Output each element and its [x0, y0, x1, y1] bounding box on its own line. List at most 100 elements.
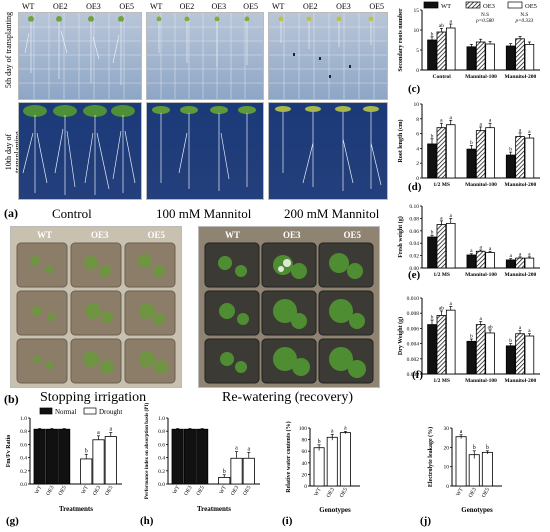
panel-a-col-labels-3: WT OE2 OE3 OE5	[272, 2, 384, 11]
bar	[230, 457, 243, 485]
sig-letter: a	[528, 328, 531, 334]
y-tick-label: 0.000	[407, 372, 420, 378]
sig-letter: b	[431, 230, 434, 236]
x-tick-label: OE5	[481, 487, 491, 499]
sig-letter: a	[528, 251, 531, 257]
panel-letter-j: (j)	[420, 515, 431, 527]
bar	[505, 345, 516, 375]
y-axis-label: Electrolyte leakage (%)	[427, 427, 434, 487]
panel-a-col-labels-2: WT OE2 OE3 OE5	[150, 2, 258, 11]
y-tick-label: 0.0	[158, 482, 165, 488]
bar	[445, 309, 456, 375]
y-axis-label: Root length (cm)	[397, 120, 404, 163]
sig-letter: a	[235, 446, 238, 452]
col-label: OE2	[52, 2, 68, 11]
y-tick-label: 0.10	[409, 204, 419, 210]
panel-letter-b: (b)	[4, 392, 19, 406]
col-label: OE3	[211, 2, 227, 11]
col-label: OE5	[119, 2, 134, 11]
sig-letter: a	[440, 118, 443, 124]
col-label: OE3	[86, 2, 101, 11]
legend-label: OE5	[525, 3, 537, 10]
sig-letter: a	[509, 253, 512, 259]
legend-swatch	[507, 1, 523, 9]
bar	[171, 428, 184, 485]
y-tick-label: 0	[416, 176, 419, 182]
sig-letter: b	[470, 140, 473, 146]
sig-letter: b	[223, 469, 226, 475]
panel-letter-i: (i)	[282, 515, 293, 527]
y-tick-label: 0	[446, 484, 449, 490]
petri-photo-mannitol200-5d	[268, 12, 388, 100]
sig-letter: a	[479, 316, 482, 322]
bar	[58, 428, 71, 485]
sig-letter: b	[85, 448, 88, 454]
bar	[505, 45, 516, 71]
panel-letter-g: (g)	[6, 515, 19, 527]
y-tick-label: 0.2	[20, 469, 27, 475]
y-tick-label: 6	[416, 132, 419, 138]
roots-icon	[22, 105, 136, 195]
sig-letter: a	[331, 428, 334, 434]
bar	[196, 428, 209, 485]
panel-letter-c: (c)	[408, 83, 421, 95]
x-tick-label: WT	[313, 486, 323, 497]
col-label: OE2	[179, 2, 195, 11]
y-tick-label: 2	[416, 161, 419, 167]
sig-letter: b	[509, 338, 512, 344]
y-tick-label: 20	[444, 445, 450, 451]
x-tick-label: WT	[34, 484, 44, 495]
sig-letter: a	[470, 248, 473, 254]
bar	[445, 27, 456, 71]
x-tick-label: WT	[172, 484, 182, 495]
bar	[242, 457, 255, 485]
y-tick-label: 0.04	[409, 241, 419, 247]
bar	[104, 436, 117, 485]
y-tick-label: 0.006	[407, 326, 420, 332]
bar	[475, 41, 486, 71]
sig-letter: b	[431, 133, 434, 139]
bar	[524, 335, 535, 375]
bar	[505, 154, 516, 179]
pot-col-label: OE3	[90, 230, 109, 240]
pot-col-label: WT	[37, 230, 53, 240]
pots-photo-stopping-irrigation: WT OE3 OE5	[10, 226, 182, 388]
pot-col-label: OE3	[282, 230, 301, 240]
bar	[515, 38, 525, 71]
y-tick-label: 5	[416, 48, 419, 54]
pot-col-label: OE5	[147, 230, 165, 240]
bar	[436, 315, 447, 375]
legend-swatch	[423, 1, 439, 9]
panel-letter-f: (f)	[412, 369, 423, 381]
x-tick-label: Control	[433, 74, 452, 80]
x-tick-label: Mannitol-200	[504, 74, 536, 80]
legend-label: Drought	[99, 408, 122, 416]
chart-f: 0.000 0.002 0.004 0.006 0.008 0.010 Dry Weight…	[397, 296, 540, 384]
bar	[183, 428, 196, 485]
sig-letter: a	[109, 427, 112, 433]
y-tick-label: 15	[414, 8, 420, 14]
sig-letter: a	[450, 301, 453, 307]
bar	[515, 136, 525, 179]
y-tick-label: 0.002	[407, 357, 420, 363]
y-tick-label: 0	[416, 68, 419, 74]
col-label: OE2	[302, 2, 318, 11]
y-tick-label: 10	[444, 465, 450, 471]
sig-letter: a	[479, 245, 482, 251]
col-label: WT	[150, 2, 163, 11]
petri-grid-icon	[147, 13, 263, 99]
pot-col-labels: WT OE3 OE5	[37, 230, 165, 240]
sig-letter: b	[473, 445, 476, 451]
x-axis-label: Genotypes	[319, 506, 351, 514]
chart-e: 0.00 0.02 0.04 0.06 0.08 0.10 Fresh weight (g)…	[397, 204, 540, 281]
bar	[436, 127, 447, 179]
x-tick-label: WT	[81, 484, 91, 495]
y-tick-label: 0.6	[158, 442, 165, 448]
bar	[427, 236, 437, 269]
x-axis-label: Treatments	[197, 505, 231, 513]
chart-h: 0.0 0.2 0.4 0.6 0.8 1.0 Performance index on a…	[140, 403, 260, 527]
caption-control: Control	[52, 206, 92, 221]
petri-grid-icon	[19, 13, 141, 99]
y-tick-label: 100	[299, 426, 308, 432]
legend-swatch	[39, 407, 53, 415]
